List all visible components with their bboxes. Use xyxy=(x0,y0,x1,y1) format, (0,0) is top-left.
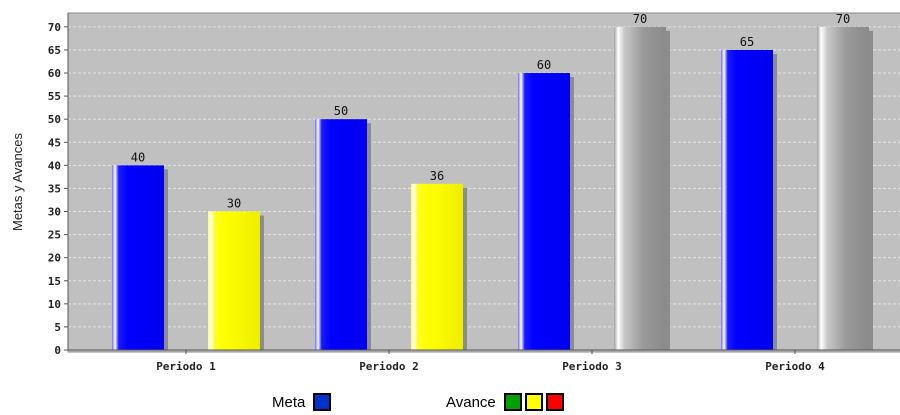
bar-avance-3 xyxy=(614,26,666,351)
y-tick-label: 55 xyxy=(48,90,61,103)
data-label: 36 xyxy=(430,169,444,183)
data-label: 70 xyxy=(836,12,850,26)
bar-chart: 0 5 10 15 20 25 30 35 40 45 50 55 60 65 70 40 30 50 36 60 7… xyxy=(10,12,900,373)
y-tick-label: 0 xyxy=(54,344,61,357)
data-label: 70 xyxy=(633,12,647,26)
bars: 40 30 50 36 60 70 65 70 xyxy=(112,12,873,351)
legend-meta-label: Meta xyxy=(272,393,306,411)
x-tick-label: Periodo 2 xyxy=(359,360,419,373)
legend-avance: Avance xyxy=(446,393,567,411)
legend-meta-swatch xyxy=(313,393,332,411)
y-tick-label: 20 xyxy=(48,252,61,265)
x-tick-label: Periodo 3 xyxy=(562,360,622,373)
y-tick-label: 15 xyxy=(48,275,61,288)
y-tick-label: 5 xyxy=(54,321,61,334)
legend-avance-swatch-green xyxy=(503,393,522,411)
data-label: 30 xyxy=(227,197,241,211)
legend-meta: Meta xyxy=(272,393,334,411)
data-label: 50 xyxy=(334,104,348,118)
bar-meta-1 xyxy=(112,165,164,350)
legend-avance-swatch-red xyxy=(545,393,564,411)
y-axis: 0 5 10 15 20 25 30 35 40 45 50 55 60 65 70 xyxy=(48,13,69,357)
data-label: 65 xyxy=(740,35,754,49)
y-tick-label: 40 xyxy=(48,159,61,172)
y-axis-label: Metas y Avances xyxy=(10,132,25,231)
y-tick-label: 50 xyxy=(48,113,61,126)
bar-avance-2 xyxy=(411,183,463,350)
y-tick-label: 65 xyxy=(48,44,61,57)
y-tick-label: 10 xyxy=(48,298,61,311)
x-axis: Periodo 1 Periodo 2 Periodo 3 Periodo 4 xyxy=(68,349,900,373)
data-label: 40 xyxy=(131,150,145,164)
x-tick-label: Periodo 4 xyxy=(765,360,825,373)
y-tick-label: 45 xyxy=(48,136,61,149)
bar-avance-1 xyxy=(208,211,260,350)
legend-avance-swatch-yellow xyxy=(524,393,543,411)
data-label: 60 xyxy=(537,58,551,72)
y-tick-label: 25 xyxy=(48,229,61,242)
y-tick-label: 70 xyxy=(48,21,61,34)
y-tick-label: 35 xyxy=(48,182,61,195)
bar-meta-2 xyxy=(315,119,367,350)
x-tick-label: Periodo 1 xyxy=(156,360,216,373)
bar-avance-4 xyxy=(817,26,869,351)
bar-meta-3 xyxy=(518,73,570,350)
legend-avance-label: Avance xyxy=(446,393,496,411)
y-tick-label: 60 xyxy=(48,67,61,80)
y-tick-label: 30 xyxy=(48,206,61,219)
bar-meta-4 xyxy=(721,49,773,350)
